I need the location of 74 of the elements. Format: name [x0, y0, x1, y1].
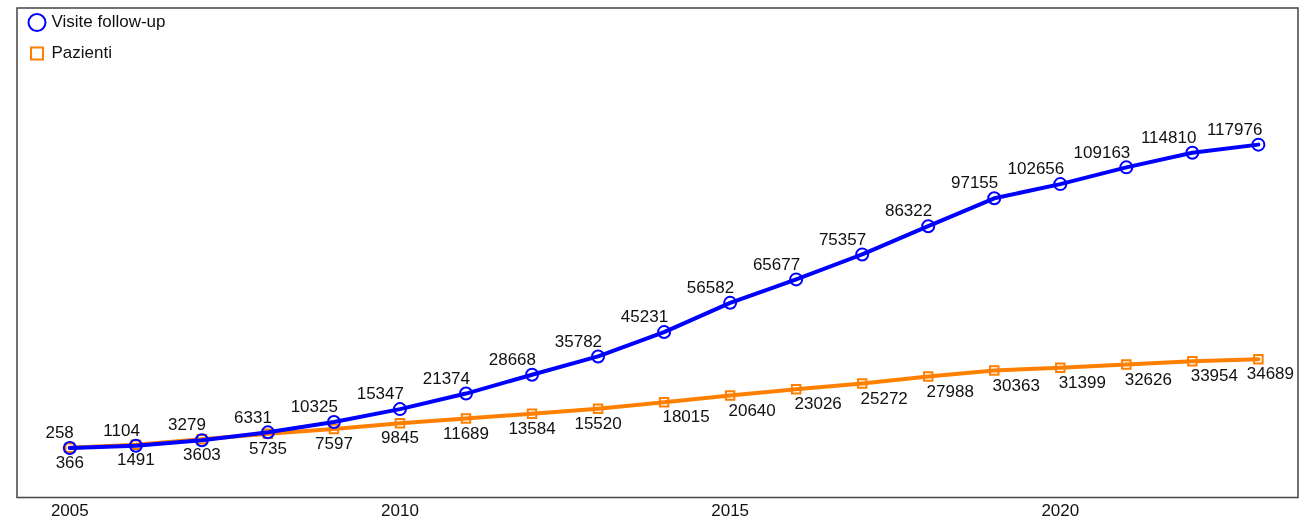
- point: [392, 402, 407, 417]
- data-label: 35782: [554, 331, 603, 351]
- data-label: 75357: [818, 229, 867, 249]
- data-label: 23026: [794, 394, 842, 414]
- point: [1055, 362, 1066, 373]
- data-label: 31399: [1058, 372, 1106, 392]
- point: [987, 191, 1002, 206]
- data-label: 21374: [422, 368, 471, 388]
- data-label: 18015: [662, 407, 710, 427]
- data-label: 366: [55, 452, 85, 472]
- legend-label: Pazienti: [51, 43, 112, 63]
- data-label: 109163: [1073, 142, 1131, 162]
- data-label: 28668: [488, 349, 537, 369]
- data-label: 11689: [443, 423, 490, 443]
- data-label: 97155: [950, 173, 999, 193]
- data-label: 1104: [103, 420, 140, 440]
- point: [394, 418, 406, 429]
- point: [657, 325, 672, 340]
- point: [591, 349, 606, 364]
- data-label: 7597: [315, 434, 353, 454]
- x-tick-label: 2015: [711, 501, 750, 521]
- data-label: 45231: [620, 307, 669, 327]
- point: [856, 378, 868, 389]
- point: [790, 384, 802, 395]
- point: [1185, 145, 1200, 160]
- data-label: 3603: [182, 444, 221, 464]
- point: [723, 295, 738, 310]
- data-label: 25272: [860, 388, 908, 408]
- point: [1053, 177, 1068, 192]
- point: [922, 371, 934, 382]
- point: [525, 367, 540, 382]
- data-label: 56582: [686, 278, 735, 298]
- data-label: 3279: [168, 415, 206, 435]
- legend-label: Visite follow-up: [51, 12, 166, 32]
- data-label: 9845: [381, 428, 419, 448]
- data-label: 32626: [1124, 369, 1172, 389]
- data-label: 1491: [116, 449, 155, 469]
- data-label: 114810: [1140, 127, 1197, 147]
- point: [1121, 359, 1132, 370]
- data-label: 15520: [574, 413, 622, 433]
- data-label: 27988: [926, 381, 974, 401]
- point: [658, 396, 670, 408]
- data-label: 13584: [508, 418, 556, 438]
- point: [724, 390, 736, 401]
- point: [989, 365, 1000, 376]
- data-label: 30363: [992, 375, 1040, 395]
- data-label: 65677: [752, 254, 801, 274]
- point: [855, 247, 870, 262]
- point: [921, 219, 936, 234]
- point: [1187, 355, 1198, 367]
- x-tick-label: 2010: [381, 501, 419, 521]
- point: [326, 415, 341, 430]
- data-label: 34689: [1246, 364, 1294, 384]
- point: [328, 423, 340, 435]
- point: [1253, 354, 1264, 365]
- point: [789, 272, 804, 287]
- x-tick-label: 2005: [50, 501, 89, 521]
- data-label: 10325: [290, 397, 338, 417]
- data-label: 33954: [1190, 366, 1238, 386]
- data-label: 102656: [1007, 159, 1065, 179]
- point: [1251, 137, 1266, 152]
- data-label: 86322: [884, 201, 933, 221]
- x-tick-label: 2020: [1041, 501, 1080, 521]
- point: [1119, 160, 1134, 175]
- point: [526, 408, 538, 419]
- point: [459, 386, 474, 401]
- data-label: 5735: [249, 439, 287, 459]
- point: [592, 403, 604, 414]
- data-label: 15347: [356, 384, 404, 404]
- data-label: 20640: [728, 400, 776, 420]
- data-label: 117976: [1206, 119, 1263, 139]
- data-label: 258: [45, 423, 74, 443]
- point: [460, 413, 472, 424]
- data-label: 6331: [234, 407, 272, 427]
